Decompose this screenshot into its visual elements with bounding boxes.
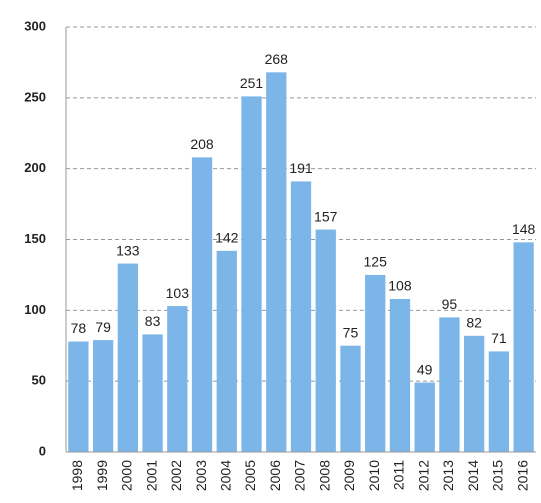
- data-label: 49: [417, 361, 433, 377]
- y-tick-label: 150: [24, 231, 46, 246]
- bar: [340, 345, 361, 452]
- bar: [68, 341, 89, 452]
- bar: [464, 335, 485, 452]
- data-label: 208: [190, 136, 214, 152]
- x-tick-label: 1998: [69, 460, 85, 491]
- x-tick-label: 2003: [193, 460, 209, 491]
- x-tick-label: 2015: [490, 460, 506, 491]
- x-tick-label: 2008: [316, 460, 332, 491]
- data-label: 95: [442, 296, 458, 312]
- y-tick-label: 100: [24, 302, 46, 317]
- bar: [389, 299, 411, 452]
- bar: [365, 274, 386, 452]
- x-tick-label: 2012: [415, 460, 431, 491]
- bar: [513, 242, 534, 452]
- bar: [290, 181, 312, 452]
- data-label: 142: [215, 230, 239, 246]
- bar: [266, 72, 287, 452]
- data-label: 251: [240, 75, 264, 91]
- data-label: 71: [491, 330, 507, 346]
- bar: [439, 317, 460, 452]
- y-tick-label: 200: [24, 160, 46, 175]
- bar: [216, 250, 237, 452]
- data-label: 82: [466, 315, 482, 331]
- x-tick-label: 2010: [366, 460, 382, 491]
- bar: [488, 351, 510, 452]
- data-label: 148: [512, 221, 536, 237]
- x-tick-label: 2006: [267, 460, 283, 491]
- bar: [92, 340, 114, 452]
- x-tick-label: 2014: [465, 460, 481, 491]
- data-label: 191: [289, 160, 313, 176]
- data-label: 83: [145, 313, 161, 329]
- y-tick-label: 50: [32, 373, 46, 388]
- bar: [315, 229, 336, 452]
- x-tick-label: 2005: [242, 460, 258, 491]
- y-tick-label: 300: [24, 18, 46, 33]
- data-label: 78: [71, 320, 87, 336]
- x-tick-label: 2004: [217, 460, 233, 491]
- x-tick-label: 2000: [119, 460, 135, 491]
- x-tick-label: 2016: [514, 460, 530, 491]
- data-label: 133: [116, 242, 140, 258]
- bar: [191, 157, 213, 453]
- bar: [241, 96, 262, 453]
- x-tick-label: 2007: [292, 460, 308, 491]
- data-label: 125: [364, 254, 388, 270]
- x-tick-label: 2002: [168, 460, 184, 491]
- y-tick-label: 0: [39, 443, 46, 458]
- x-tick-label: 1999: [94, 460, 110, 491]
- x-tick-label: 2011: [391, 460, 407, 490]
- y-tick-label: 250: [24, 89, 46, 104]
- data-label: 157: [314, 208, 338, 224]
- x-tick-label: 2001: [143, 460, 159, 491]
- bar: [167, 306, 188, 452]
- bar: [414, 382, 435, 452]
- data-label: 108: [388, 278, 412, 294]
- bar: [142, 334, 163, 452]
- data-label: 79: [95, 319, 111, 335]
- data-label: 103: [166, 285, 190, 301]
- x-tick-label: 2009: [341, 460, 357, 491]
- data-label: 268: [265, 51, 289, 67]
- x-tick-label: 2013: [440, 460, 456, 491]
- data-label: 75: [343, 324, 359, 340]
- bar: [117, 263, 138, 452]
